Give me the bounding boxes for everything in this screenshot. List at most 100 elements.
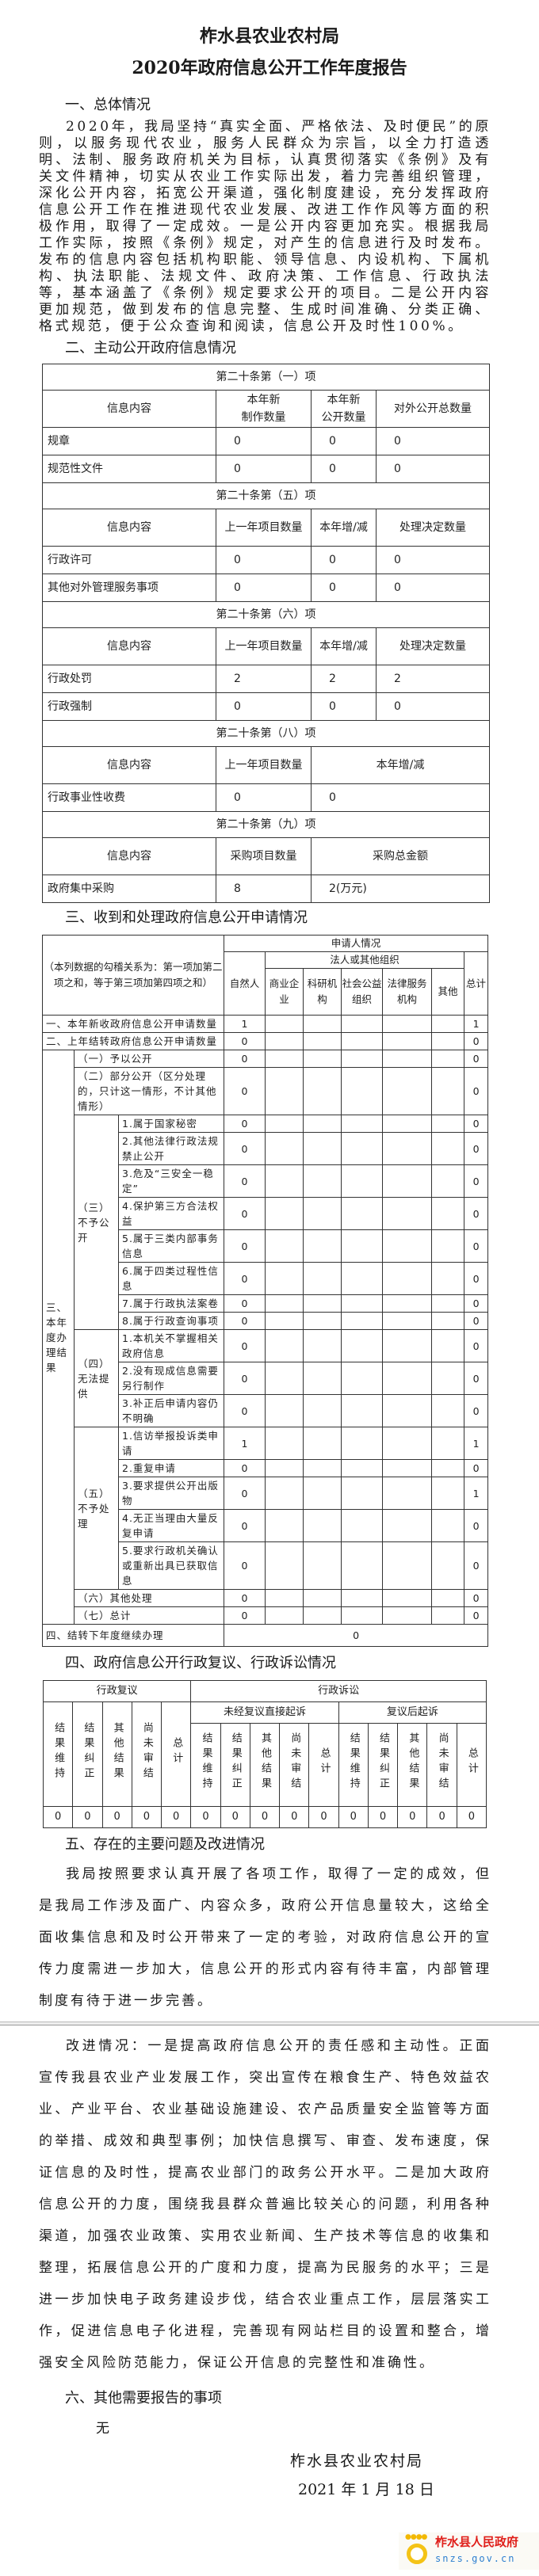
cell-value: [303, 1427, 342, 1460]
cell-value: [265, 1427, 304, 1460]
cell-value: [382, 1329, 433, 1362]
table-row: 规范性文件 0 0 0: [42, 455, 490, 483]
column-header: 信息内容: [42, 627, 216, 665]
cell-value: [431, 1312, 465, 1330]
cell-value: [431, 1294, 465, 1313]
column-header: 信息内容: [42, 746, 216, 784]
cell-value: 0: [464, 1115, 489, 1133]
cell-value: [431, 1509, 465, 1542]
cell-value: [431, 1459, 465, 1477]
cell-value: [341, 1067, 384, 1115]
cell-value: 0: [376, 427, 490, 455]
table-row: 8.属于行政查询事项 0 0: [43, 1312, 489, 1330]
cell-value: [341, 1606, 384, 1625]
legal-col-header: 商业企业: [265, 968, 304, 1016]
cell-value: [382, 1394, 433, 1427]
cell-value: 0: [224, 1541, 266, 1590]
column-header-text: 结果维持: [200, 1732, 212, 1793]
cell-value: [341, 1541, 384, 1590]
column-header: 尚未审结: [426, 1723, 457, 1807]
column-header-text: 尚未审结: [436, 1732, 449, 1793]
cell-value: [382, 1032, 433, 1050]
section-4-heading: 四、政府信息公开行政复议、行政诉讼情况: [65, 1655, 336, 1671]
cell-value: 0: [224, 1164, 266, 1198]
table-row: 2.没有现成信息需要另行制作 0 0: [43, 1362, 489, 1395]
natural-person-header: 自然人: [224, 951, 266, 1016]
table-row: 一、本年新收政府信息公开申请数量 1 1: [41, 1015, 489, 1033]
row-label: 行政许可: [42, 546, 216, 574]
category-label: （五）不予处理: [74, 1427, 119, 1590]
cell-value: [303, 1606, 342, 1625]
government-watermark-logo: ●●●● 柞水县人民政府 snzs.gov.cn: [399, 2532, 539, 2570]
column-header-text: 尚未审结: [140, 1721, 153, 1782]
row-label: 规范性文件: [42, 455, 216, 483]
cell-value: [341, 1197, 384, 1230]
table-row: 规章 0 0 0: [42, 427, 490, 455]
cell-value: 0: [464, 1606, 489, 1625]
cell-value: 0: [224, 1262, 266, 1295]
column-header: 信息内容: [42, 390, 216, 428]
cell-value: 0: [216, 455, 312, 483]
cell-value: [341, 1427, 384, 1460]
cell-value: [431, 1132, 465, 1165]
applicant-header: 申请人情况: [224, 935, 489, 952]
column-header: 其他结果: [397, 1723, 428, 1807]
column-header: 本年新 公开数量: [311, 390, 377, 428]
column-header: 上一年项目数量: [216, 746, 312, 784]
row-label: 3.要求提供公开出版物: [117, 1477, 225, 1510]
cell-value: [265, 1067, 304, 1115]
cell-value: [265, 1015, 304, 1033]
column-header-text: 结果纠正: [82, 1721, 94, 1782]
cell-value: 0: [464, 1262, 489, 1295]
table-row: 二、上年结转政府信息公开申请数量 0 0: [41, 1032, 489, 1050]
cell-value: 0: [311, 692, 377, 721]
cell-value: 0: [367, 1806, 399, 1828]
cell-value: [341, 1477, 384, 1510]
watermark-url: snzs.gov.cn: [435, 2553, 516, 2564]
cell-value: [341, 1459, 384, 1477]
cell-value: [431, 1015, 465, 1033]
legal-col-header: 科研机构: [303, 968, 342, 1016]
cell-value: 2: [376, 665, 490, 693]
column-header-row: 信息内容 上一年项目数量 本年增/减 处理决定数量: [42, 627, 490, 665]
row-label: 四、结转下年度继续办理: [41, 1624, 225, 1647]
cell-value: 0: [311, 574, 377, 602]
row-label: 政府集中采购: [42, 875, 216, 903]
cell-value: [341, 1115, 384, 1133]
cell-value: 0: [224, 1394, 266, 1427]
cell-value: [431, 1427, 465, 1460]
cell-value: 0: [311, 455, 377, 483]
row-label: 1.属于国家秘密: [117, 1115, 225, 1133]
column-header-row: 信息内容 本年新 制作数量 本年新 公开数量 对外公开总数量: [42, 390, 490, 428]
table-row: 行政强制 0 0 0: [42, 692, 490, 721]
row-label: 其他对外管理服务事项: [42, 574, 216, 602]
cell-value: [265, 1050, 304, 1068]
row-label: 行政强制: [42, 692, 216, 721]
cell-value: 0: [216, 574, 312, 602]
cell-value: 0: [224, 1032, 266, 1050]
table-row: （四）无法提供 1.本机关不掌握相关政府信息 0 0: [43, 1329, 489, 1427]
row-label: 二、上年结转政府信息公开申请数量: [41, 1032, 225, 1050]
cell-value: [303, 1477, 342, 1510]
litigation-group-header: 未经复议直接起诉: [190, 1701, 339, 1724]
signature-date: 2021 年 1 月 18 日: [298, 2481, 434, 2498]
cell-value: 0: [224, 1459, 266, 1477]
cell-value: [265, 1229, 304, 1263]
cell-value: 0: [216, 546, 312, 574]
cell-value: 0: [224, 1624, 489, 1647]
litigation-group-header: 复议后起诉: [338, 1701, 487, 1724]
signature-org: 柞水县农业农村局: [290, 2452, 424, 2470]
column-header-text: 结果纠正: [229, 1732, 242, 1793]
cell-value: [382, 1606, 433, 1625]
table-row: 行政事业性收费 0 0: [42, 783, 490, 812]
cell-value: [431, 1067, 465, 1115]
cell-value: 0: [216, 783, 312, 812]
column-header: 上一年项目数量: [216, 509, 312, 547]
cell-value: 0: [224, 1589, 266, 1607]
category-label: （七）总计: [73, 1606, 225, 1625]
watermark-name: 柞水县人民政府: [435, 2535, 519, 2549]
column-header: 采购项目数量: [216, 837, 312, 875]
table-row: 行政许可 0 0 0: [42, 546, 490, 574]
row-label: 规章: [42, 427, 216, 455]
